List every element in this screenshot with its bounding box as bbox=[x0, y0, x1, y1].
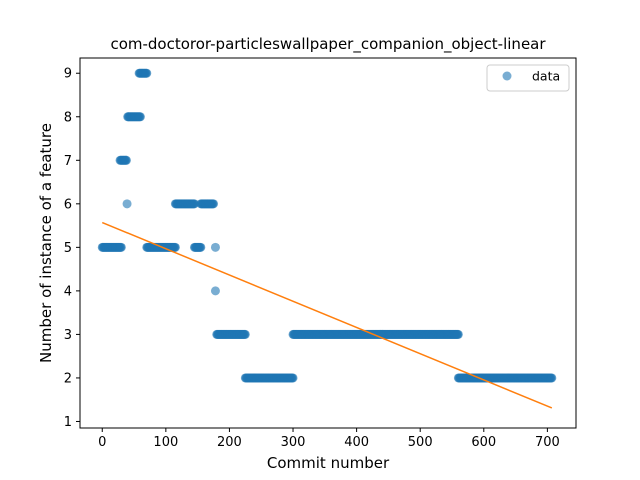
chart-title: com-doctoror-particleswallpaper_companio… bbox=[110, 35, 546, 54]
y-tick-label: 8 bbox=[64, 110, 72, 125]
data-point bbox=[209, 199, 219, 209]
x-tick-label: 400 bbox=[344, 435, 369, 450]
data-point bbox=[170, 242, 180, 252]
scatter-segment-1 bbox=[115, 155, 131, 165]
scatter-segment-13 bbox=[288, 329, 463, 339]
data-point bbox=[135, 112, 145, 122]
scatter-segment-14 bbox=[453, 373, 557, 383]
y-tick-label: 3 bbox=[64, 328, 72, 343]
y-tick-label: 5 bbox=[64, 241, 72, 256]
scatter-segment-12 bbox=[240, 373, 298, 383]
data-point bbox=[453, 329, 463, 339]
data-point bbox=[121, 155, 131, 165]
data-point bbox=[210, 286, 220, 296]
x-tick-label: 700 bbox=[535, 435, 560, 450]
y-tick-label: 1 bbox=[64, 415, 72, 430]
data-point bbox=[189, 199, 199, 209]
data-point bbox=[288, 373, 298, 383]
scatter-segment-9 bbox=[210, 242, 220, 252]
y-tick-label: 9 bbox=[64, 67, 72, 82]
scatter-segment-11 bbox=[212, 329, 250, 339]
y-tick-label: 7 bbox=[64, 154, 72, 169]
linear-fit-line bbox=[101, 221, 553, 409]
scatter-segment-0 bbox=[97, 242, 126, 252]
scatter-segment-10 bbox=[210, 286, 220, 296]
data-point bbox=[116, 242, 126, 252]
legend-marker bbox=[502, 71, 512, 81]
x-tick-label: 0 bbox=[98, 435, 106, 450]
scatter-segment-8 bbox=[196, 199, 219, 209]
scatter-segment-2 bbox=[122, 199, 132, 209]
data-point bbox=[196, 242, 206, 252]
legend-label-data: data bbox=[532, 69, 560, 84]
data-point bbox=[547, 373, 557, 383]
y-axis-title: Number of instance of a feature bbox=[37, 123, 55, 363]
scatter-segment-4 bbox=[134, 68, 152, 78]
scatter-segment-3 bbox=[123, 112, 145, 122]
x-tick-label: 500 bbox=[408, 435, 433, 450]
scatter-segment-6 bbox=[170, 199, 199, 209]
data-point bbox=[240, 329, 250, 339]
data-point bbox=[122, 199, 132, 209]
y-tick-label: 6 bbox=[64, 197, 72, 212]
plot-frame bbox=[79, 57, 577, 429]
x-tick-label: 100 bbox=[153, 435, 178, 450]
scatter-segment-7 bbox=[189, 242, 206, 252]
legend-box bbox=[486, 64, 570, 92]
x-tick-label: 600 bbox=[471, 435, 496, 450]
data-point bbox=[210, 242, 220, 252]
y-axis-ticks: 1 2 3 4 5 6 7 8 9 bbox=[64, 67, 80, 430]
x-tick-label: 300 bbox=[281, 435, 306, 450]
legend: data bbox=[486, 64, 570, 92]
y-tick-label: 4 bbox=[64, 284, 72, 299]
x-tick-label: 200 bbox=[217, 435, 242, 450]
y-tick-label: 2 bbox=[64, 371, 72, 386]
x-axis-title: Commit number bbox=[267, 454, 390, 472]
x-axis-ticks: 0 100 200 300 400 500 600 700 bbox=[98, 428, 560, 450]
fit-line-group bbox=[101, 221, 553, 409]
data-point bbox=[142, 68, 152, 78]
